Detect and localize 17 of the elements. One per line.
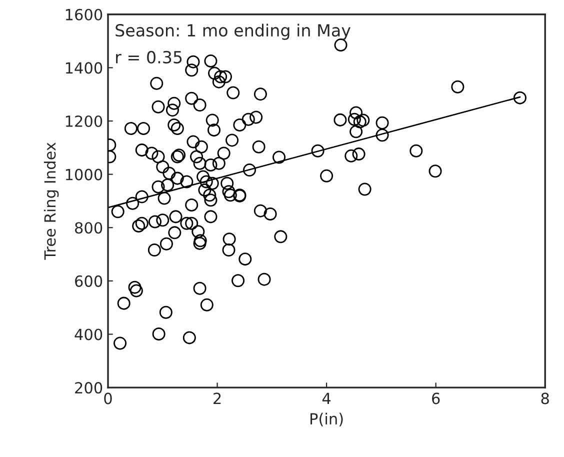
y-tick-label: 800 <box>75 222 102 234</box>
x-tick-label: 0 <box>104 392 112 404</box>
y-tick-label: 1000 <box>66 168 102 180</box>
annotation: r = 0.35 <box>116 50 182 64</box>
x-tick-label: 8 <box>541 392 549 404</box>
y-tick-label: 400 <box>74 328 102 340</box>
x-tick-label: 4 <box>322 392 331 404</box>
y-tick-label: 200 <box>75 382 102 394</box>
x-tick-label: 2 <box>214 392 221 404</box>
y-axis-title: Tree Ring Index <box>44 142 59 260</box>
y-tick-label: 1600 <box>66 8 102 20</box>
y-tick-label: 600 <box>75 275 102 287</box>
x-tick-label: 6 <box>432 392 440 404</box>
x-axis-title: P(in) <box>310 412 343 426</box>
annotation: Season: 1 mo ending in May <box>116 24 351 40</box>
y-tick-label: 1400 <box>66 62 102 74</box>
y-tick-label: 1200 <box>66 115 102 128</box>
